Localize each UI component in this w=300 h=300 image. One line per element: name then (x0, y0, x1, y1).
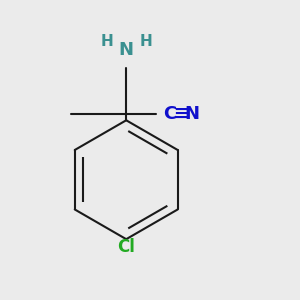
Text: Cl: Cl (117, 238, 135, 256)
Text: H: H (139, 34, 152, 49)
Text: N: N (119, 41, 134, 59)
Text: C: C (163, 105, 176, 123)
Text: H: H (100, 34, 113, 49)
Text: N: N (184, 105, 199, 123)
Text: ≡: ≡ (173, 105, 188, 123)
